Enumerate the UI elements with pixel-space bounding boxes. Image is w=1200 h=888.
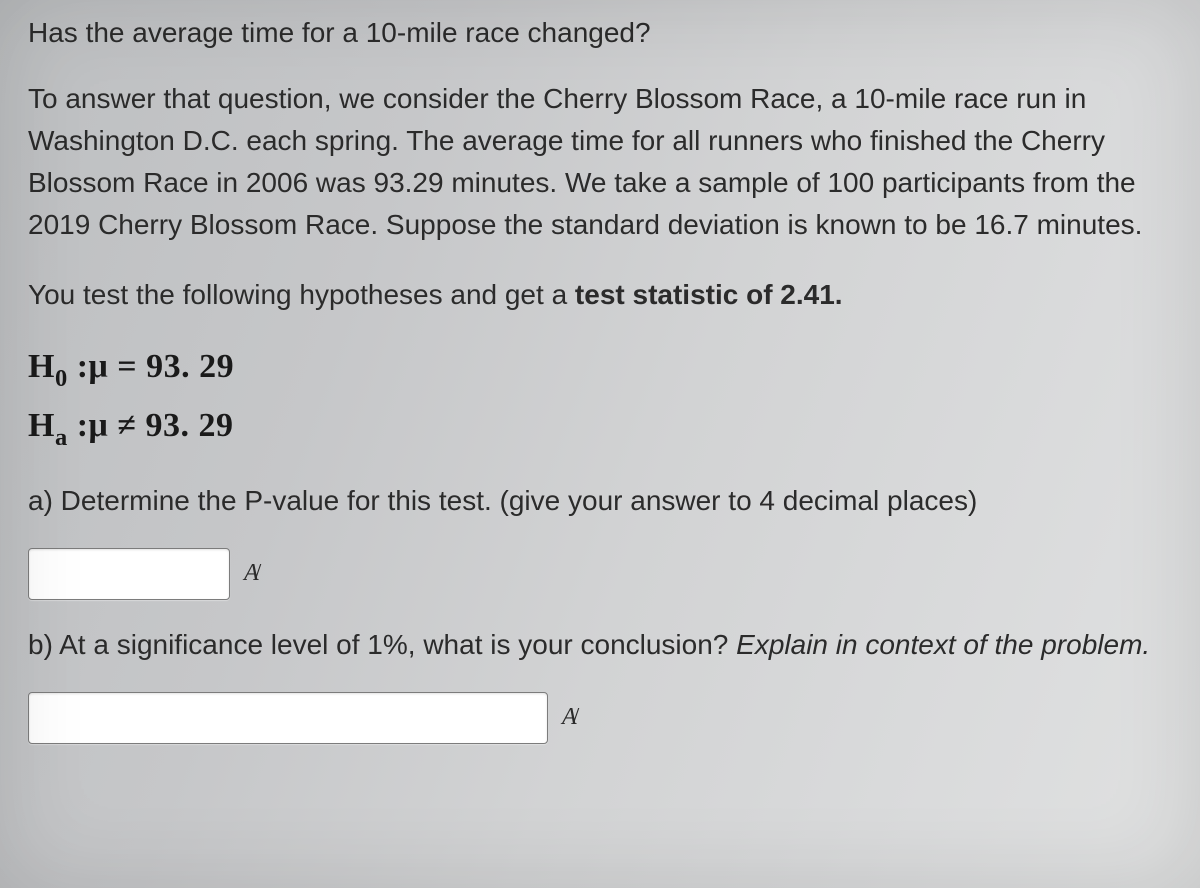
question-title: Has the average time for a 10-mile race … (28, 14, 1172, 52)
question-page: Has the average time for a 10-mile race … (0, 0, 1200, 780)
spellcheck-icon[interactable]: A/ (244, 560, 261, 587)
ha-label: H (28, 407, 55, 444)
part-b-prompt: b) At a significance level of 1%, what i… (28, 624, 1172, 666)
stat-bold: test statistic of 2.41. (575, 279, 843, 310)
test-statistic-line: You test the following hypotheses and ge… (28, 274, 1172, 316)
ha-sub: a (55, 424, 68, 451)
spellcheck-icon[interactable]: A/ (562, 704, 579, 731)
stat-pre: You test the following hypotheses and ge… (28, 279, 575, 310)
part-a-prompt: a) Determine the P-value for this test. … (28, 480, 1172, 522)
part-b-answer-input[interactable] (28, 692, 548, 744)
null-hypothesis: H0 :μ = 93. 29 (28, 340, 1172, 397)
part-b-input-row: A/ (28, 692, 1172, 744)
question-body: To answer that question, we consider the… (28, 78, 1172, 246)
h0-sub: 0 (55, 365, 68, 392)
part-a-input-row: A/ (28, 548, 1172, 600)
ha-expr: :μ ≠ 93. 29 (68, 407, 234, 444)
h0-label: H (28, 348, 55, 385)
h0-expr: :μ = 93. 29 (68, 348, 234, 385)
part-b-pre: b) At a significance level of 1%, what i… (28, 629, 736, 660)
part-b-em: Explain in context of the problem. (736, 629, 1150, 660)
alt-hypothesis: Ha :μ ≠ 93. 29 (28, 399, 1172, 456)
part-a-answer-input[interactable] (28, 548, 230, 600)
